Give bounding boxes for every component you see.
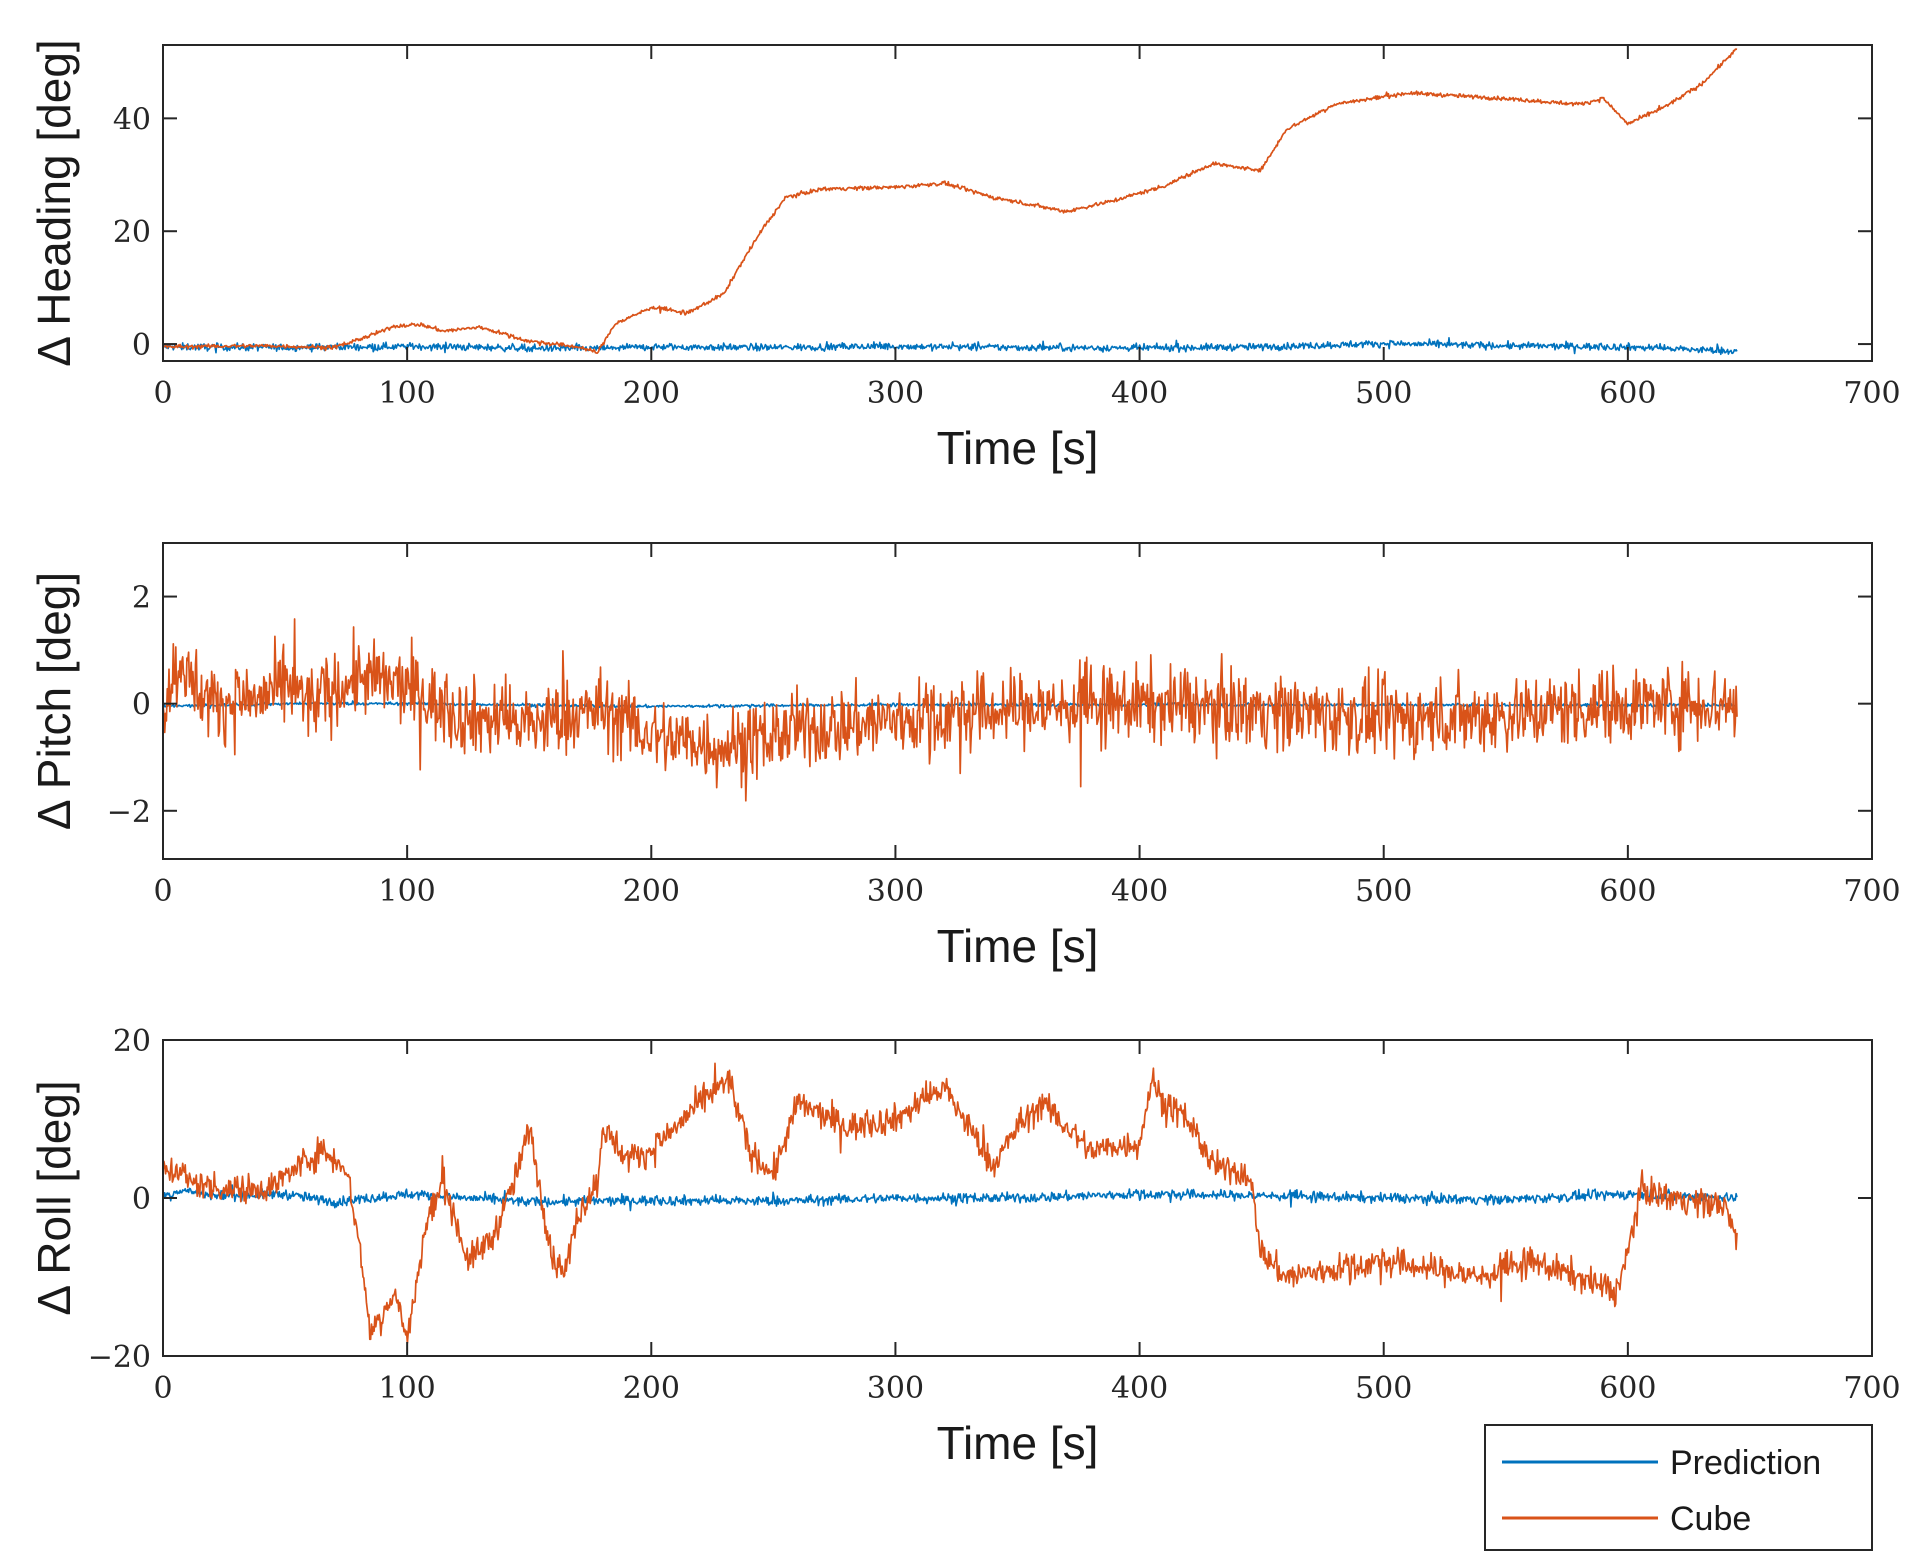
xtick-label-pitch-400: 400 — [1111, 874, 1168, 909]
ytick-label-roll-0: −20 — [88, 1340, 151, 1375]
series-cube-roll — [163, 1062, 1738, 1344]
xtick-label-roll-300: 300 — [867, 1371, 924, 1406]
series-cube-pitch — [163, 618, 1738, 802]
xtick-label-pitch-300: 300 — [867, 874, 924, 909]
ylabel-heading: Δ Heading [deg] — [28, 39, 80, 366]
xtick-label-heading-300: 300 — [867, 376, 924, 411]
panel-pitch: 0 100 200 300 400 500 600 700 −2 0 2 Time [s] Δ Pitc… — [28, 542, 1901, 972]
ytick-label-roll-1: 0 — [132, 1182, 151, 1217]
ytick-label-heading-1: 20 — [113, 215, 151, 250]
ytick-label-pitch-2: 2 — [132, 581, 151, 616]
xtick-label-roll-700: 700 — [1843, 1371, 1900, 1406]
xtick-label-roll-400: 400 — [1111, 1371, 1168, 1406]
xtick-label-pitch-0: 0 — [153, 874, 172, 909]
xtick-label-roll-0: 0 — [153, 1371, 172, 1406]
axes-box-pitch — [162, 542, 1873, 860]
ytick-label-heading-2: 40 — [113, 102, 151, 137]
ytick-label-pitch-0: −2 — [107, 795, 151, 830]
xtick-label-roll-100: 100 — [379, 1371, 436, 1406]
xtick-label-pitch-100: 100 — [379, 874, 436, 909]
xtick-label-heading-100: 100 — [379, 376, 436, 411]
series-prediction-heading — [163, 337, 1738, 356]
series-cube-heading — [163, 48, 1738, 355]
xtick-label-roll-500: 500 — [1355, 1371, 1412, 1406]
xlabel-heading: Time [s] — [937, 422, 1099, 474]
ylabel-pitch: Δ Pitch [deg] — [28, 572, 80, 830]
series-group-roll — [163, 1062, 1738, 1344]
xtick-label-heading-400: 400 — [1111, 376, 1168, 411]
xtick-label-heading-0: 0 — [153, 376, 172, 411]
ytick-label-heading-0: 0 — [132, 328, 151, 363]
ytick-label-pitch-1: 0 — [132, 688, 151, 723]
legend-box — [1484, 1424, 1873, 1551]
series-prediction-roll — [163, 1184, 1738, 1212]
xlabel-pitch: Time [s] — [937, 920, 1099, 972]
ylabel-roll: Δ Roll [deg] — [28, 1080, 80, 1315]
xlabel-roll: Time [s] — [937, 1417, 1099, 1469]
ytick-label-roll-2: 20 — [113, 1024, 151, 1059]
series-group-pitch — [163, 618, 1738, 802]
series-group-heading — [163, 48, 1738, 356]
xtick-label-roll-600: 600 — [1599, 1371, 1656, 1406]
xtick-label-roll-200: 200 — [623, 1371, 680, 1406]
xtick-label-heading-200: 200 — [623, 376, 680, 411]
xtick-label-pitch-700: 700 — [1843, 874, 1900, 909]
axes-box-heading — [162, 44, 1873, 362]
xtick-label-pitch-200: 200 — [623, 874, 680, 909]
legend-label-prediction: Prediction — [1670, 1444, 1821, 1482]
xtick-label-heading-600: 600 — [1599, 376, 1656, 411]
xtick-label-heading-500: 500 — [1355, 376, 1412, 411]
panel-heading: 0 100 200 300 400 500 600 700 0 20 40 Time [s] Δ Hea… — [28, 39, 1901, 474]
legend: Prediction Cube — [1484, 1424, 1873, 1551]
xtick-label-heading-700: 700 — [1843, 376, 1900, 411]
legend-label-cube: Cube — [1670, 1500, 1751, 1538]
xtick-label-pitch-600: 600 — [1599, 874, 1656, 909]
xtick-label-pitch-500: 500 — [1355, 874, 1412, 909]
